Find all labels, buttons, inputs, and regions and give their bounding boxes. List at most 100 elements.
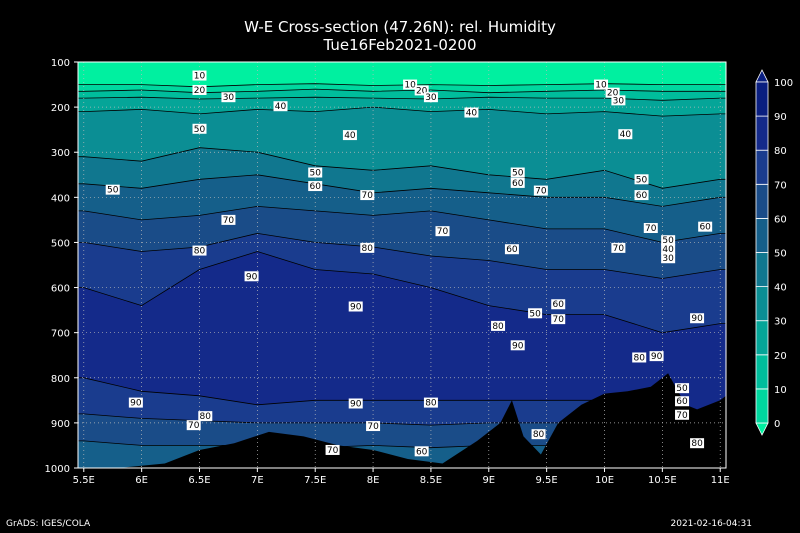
contour-label: 50 (512, 169, 524, 179)
colorbar-label: 100 (774, 78, 793, 89)
chart-title: W-E Cross-section (47.26N): rel. Humidit… (244, 18, 556, 36)
contour-label: 70 (645, 224, 657, 234)
contour-label-bg (510, 340, 525, 351)
contour-label-bg (192, 123, 207, 134)
y-tick-label: 100 (51, 58, 70, 69)
colorbar-label: 90 (774, 112, 787, 123)
contour-label-bg (551, 314, 566, 325)
contour-label: 80 (533, 430, 545, 440)
colorbar-label: 0 (774, 419, 780, 430)
contour-label: 60 (636, 191, 648, 201)
x-tick-label: 7E (251, 475, 264, 486)
contour-label: 20 (607, 89, 619, 99)
humidity-band-20 (78, 88, 726, 468)
contour-label: 60 (552, 300, 564, 310)
y-tick-label: 500 (51, 238, 70, 249)
contour-label-bg (360, 190, 375, 201)
axes: 5.5E 6E 6.5E 7E 7.5E 8E 8.5E 9E 9.5E 10E 10.5E 11E 1… (45, 58, 730, 486)
contour-label: 90 (350, 303, 362, 313)
contour-label-bg (611, 242, 626, 253)
contour-label: 60 (309, 182, 321, 192)
contour-label: 70 (362, 191, 374, 201)
terrain (78, 373, 726, 468)
contour-label-bg (105, 184, 120, 195)
footer-timestamp: 2021-02-16-04:31 (670, 519, 753, 529)
contour-label-bg (186, 420, 201, 431)
contour-label: 90 (130, 399, 142, 409)
colorbar-label: 60 (774, 214, 787, 225)
colorbar-segment (755, 217, 769, 253)
colorbar-segment (755, 115, 769, 151)
contour-label-bg (366, 421, 381, 432)
contour-label: 50 (662, 236, 674, 246)
contour-label-bg (414, 85, 429, 96)
contour-label: 80 (691, 439, 703, 449)
contour-label-bg (528, 308, 543, 319)
contour-label-bg (221, 92, 236, 103)
y-tick-label: 600 (51, 284, 70, 295)
contour-label-bg (510, 167, 525, 178)
contour-label-bg (698, 221, 713, 232)
colorbar-segment (755, 354, 769, 390)
contour-label-bg (533, 185, 548, 196)
x-tick-label: 7.5E (304, 475, 326, 486)
colorbar-segment (755, 183, 769, 219)
humidity-band-40 (78, 106, 726, 468)
contour-label-bg (551, 299, 566, 310)
contour-label: 80 (194, 247, 206, 257)
contour-label: 90 (691, 314, 703, 324)
contour-label-bg (360, 242, 375, 253)
colorbar-segment (755, 81, 769, 117)
contour-label-bg (348, 301, 363, 312)
contour-label-bg (661, 244, 676, 255)
y-tick-label: 300 (51, 148, 70, 159)
colorbar-arrow-low (755, 422, 769, 436)
contour-label: 40 (344, 131, 356, 141)
contour-label-bg (675, 409, 690, 420)
contour-label: 10 (404, 81, 416, 91)
contour-label-bg (308, 167, 323, 178)
y-tick-label: 800 (51, 374, 70, 385)
humidity-band-90 (78, 251, 726, 468)
contour-label-bg (605, 87, 620, 98)
contour-label-bg (198, 411, 213, 422)
x-tick-label: 6.5E (188, 475, 210, 486)
chart-subtitle: Tue16Feb2021-0200 (323, 36, 477, 54)
contour-label-bg (244, 271, 259, 282)
low-band-70 (78, 413, 726, 468)
footer-credit: GrADS: IGES/COLA (6, 519, 91, 529)
y-tick-label: 200 (51, 103, 70, 114)
plot-frame (77, 61, 727, 469)
x-tick-label: 10E (595, 475, 614, 486)
colorbar: 0 10 20 30 40 50 60 70 80 90 100 (755, 69, 793, 436)
contour-label-bg (510, 177, 525, 188)
contour-label-bg (491, 320, 506, 331)
contour-label-bg (690, 313, 705, 324)
x-tick-label: 8.5E (420, 475, 442, 486)
contour-label: 80 (425, 399, 437, 409)
x-tick-label: 9E (482, 475, 495, 486)
contour-label: 30 (223, 93, 235, 103)
contour-label-bg (618, 129, 633, 140)
contour-label: 50 (676, 384, 688, 394)
contour-label: 80 (633, 353, 645, 363)
x-tick-label: 6E (135, 475, 148, 486)
contour-label-bg (435, 226, 450, 237)
contour-label: 80 (200, 412, 212, 422)
contour-label-bg (504, 244, 519, 255)
colorbar-label: 50 (774, 249, 787, 260)
contour-label-bg (273, 101, 288, 112)
contour-label: 10 (595, 81, 607, 91)
contour-label: 70 (188, 421, 200, 431)
contour-label: 90 (246, 272, 258, 282)
contour-label-bg (649, 351, 664, 362)
x-tick-label: 8E (367, 475, 380, 486)
contour-label-bg (690, 438, 705, 449)
contour-label: 40 (466, 109, 478, 119)
colorbar-segment (755, 388, 769, 424)
contour-label: 50 (309, 169, 321, 179)
y-tick-label: 1000 (45, 464, 70, 475)
low-band-60 (78, 440, 726, 468)
contour-label: 90 (651, 352, 663, 362)
